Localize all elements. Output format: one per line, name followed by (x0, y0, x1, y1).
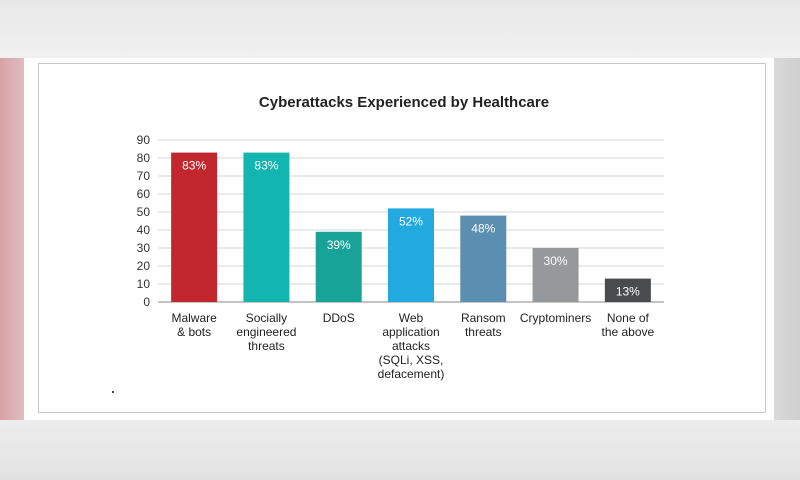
bar (388, 208, 434, 302)
x-category-label: DDoS (323, 311, 355, 325)
chart-card (24, 58, 774, 420)
bar (604, 278, 651, 302)
bar-value-label: 52% (399, 214, 423, 228)
data-labels: 83% 83% 39% 52% 48% 30% 13% (182, 159, 640, 299)
bar-value-label: 83% (254, 159, 278, 173)
x-category-label: None of the above (601, 311, 654, 339)
x-category-label: Ransom threats (461, 311, 506, 339)
chart-title: Cyberattacks Experienced by Healthcare (259, 94, 549, 111)
bar-value-label: 83% (182, 159, 206, 173)
bar-value-label: 13% (616, 285, 640, 299)
bar-value-label: 48% (471, 222, 495, 236)
x-category-label: Cryptominers (520, 311, 591, 325)
y-tick-label: 40 (137, 223, 151, 237)
bar-value-label: 30% (544, 254, 568, 268)
bars (171, 152, 651, 302)
x-category-label: Web application attacks (SQLi, XSS, defaceme… (378, 311, 445, 381)
backdrop-bottom (0, 420, 800, 480)
y-tick-label: 20 (137, 259, 151, 273)
bar (171, 152, 218, 302)
backdrop-top (0, 0, 800, 58)
stray-dot (112, 391, 114, 393)
x-category-label: Malware & bots (171, 311, 217, 339)
bar (243, 152, 290, 302)
y-tick-label: 80 (137, 151, 151, 165)
x-category-label: Socially engineered threats (236, 311, 296, 353)
y-tick-label: 10 (137, 277, 151, 291)
x-axis: Malware & bots Socially engineered threats DD… (171, 311, 654, 381)
y-tick-label: 70 (137, 169, 151, 183)
y-tick-label: 60 (137, 187, 151, 201)
y-tick-label: 90 (137, 133, 151, 147)
bar (460, 215, 507, 302)
y-tick-label: 50 (137, 205, 151, 219)
chart-frame (38, 63, 766, 413)
y-tick-label: 30 (137, 241, 151, 255)
bar-value-label: 39% (327, 238, 351, 252)
y-tick-label: 0 (143, 295, 150, 309)
y-axis: 0 10 20 30 40 50 60 70 80 90 (137, 133, 151, 309)
bar (315, 231, 362, 302)
bar (532, 248, 579, 302)
